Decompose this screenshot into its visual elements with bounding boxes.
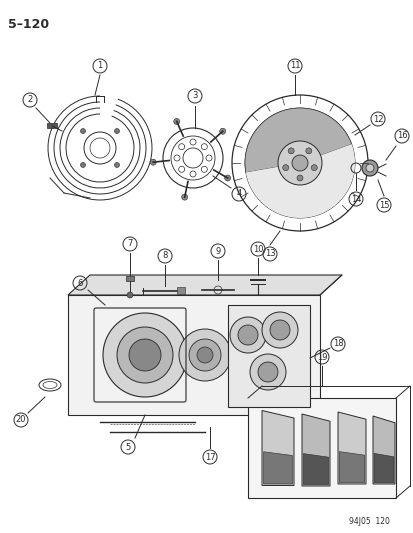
Text: 2: 2	[27, 95, 33, 104]
Circle shape	[311, 165, 316, 171]
Circle shape	[249, 354, 285, 390]
Polygon shape	[301, 414, 329, 486]
Circle shape	[296, 175, 302, 181]
Text: 16: 16	[396, 132, 406, 141]
Circle shape	[81, 163, 85, 167]
Circle shape	[181, 194, 187, 200]
Text: 20: 20	[16, 416, 26, 424]
Text: 5: 5	[125, 442, 131, 451]
Text: 3: 3	[192, 92, 197, 101]
Polygon shape	[303, 454, 328, 484]
Text: 9: 9	[215, 246, 220, 255]
Text: 8: 8	[162, 252, 167, 261]
Circle shape	[150, 159, 156, 165]
Text: 10: 10	[252, 245, 263, 254]
Circle shape	[127, 292, 133, 298]
Circle shape	[219, 128, 225, 134]
Polygon shape	[68, 275, 341, 295]
Circle shape	[189, 339, 221, 371]
Circle shape	[178, 329, 230, 381]
Circle shape	[173, 118, 179, 125]
Polygon shape	[372, 416, 394, 484]
Text: 17: 17	[204, 453, 215, 462]
Text: 1: 1	[97, 61, 102, 70]
Bar	[247, 398, 395, 498]
Bar	[47, 123, 57, 128]
Text: 18: 18	[332, 340, 342, 349]
Bar	[177, 287, 185, 294]
Circle shape	[129, 339, 161, 371]
Circle shape	[361, 160, 377, 176]
Circle shape	[305, 148, 311, 154]
Text: 12: 12	[372, 115, 382, 124]
Circle shape	[277, 141, 321, 185]
Text: 14: 14	[350, 195, 361, 204]
Wedge shape	[245, 144, 354, 218]
Circle shape	[269, 320, 289, 340]
Circle shape	[197, 347, 212, 363]
Circle shape	[237, 325, 257, 345]
Text: 94J05  120: 94J05 120	[348, 517, 389, 526]
Polygon shape	[373, 454, 393, 483]
Bar	[126, 276, 134, 281]
Text: 4: 4	[236, 190, 241, 198]
Circle shape	[230, 317, 266, 353]
Circle shape	[261, 312, 297, 348]
Circle shape	[114, 163, 119, 167]
Circle shape	[287, 148, 294, 154]
Circle shape	[282, 165, 288, 171]
Polygon shape	[68, 295, 319, 415]
Text: 19: 19	[316, 352, 326, 361]
Circle shape	[291, 155, 307, 171]
Polygon shape	[261, 410, 293, 486]
Wedge shape	[244, 108, 351, 173]
Polygon shape	[337, 412, 365, 484]
Text: 5–120: 5–120	[8, 18, 49, 31]
Text: 11: 11	[289, 61, 299, 70]
Circle shape	[114, 128, 119, 134]
Text: 6: 6	[77, 279, 83, 287]
Circle shape	[365, 164, 373, 172]
Circle shape	[224, 175, 230, 181]
Circle shape	[117, 327, 173, 383]
Circle shape	[257, 362, 277, 382]
Circle shape	[103, 313, 187, 397]
Text: 13: 13	[264, 249, 275, 259]
Circle shape	[81, 128, 85, 134]
Bar	[228, 305, 309, 407]
Polygon shape	[339, 451, 364, 482]
Polygon shape	[263, 452, 292, 484]
Text: 15: 15	[378, 200, 388, 209]
Text: 7: 7	[127, 239, 133, 248]
